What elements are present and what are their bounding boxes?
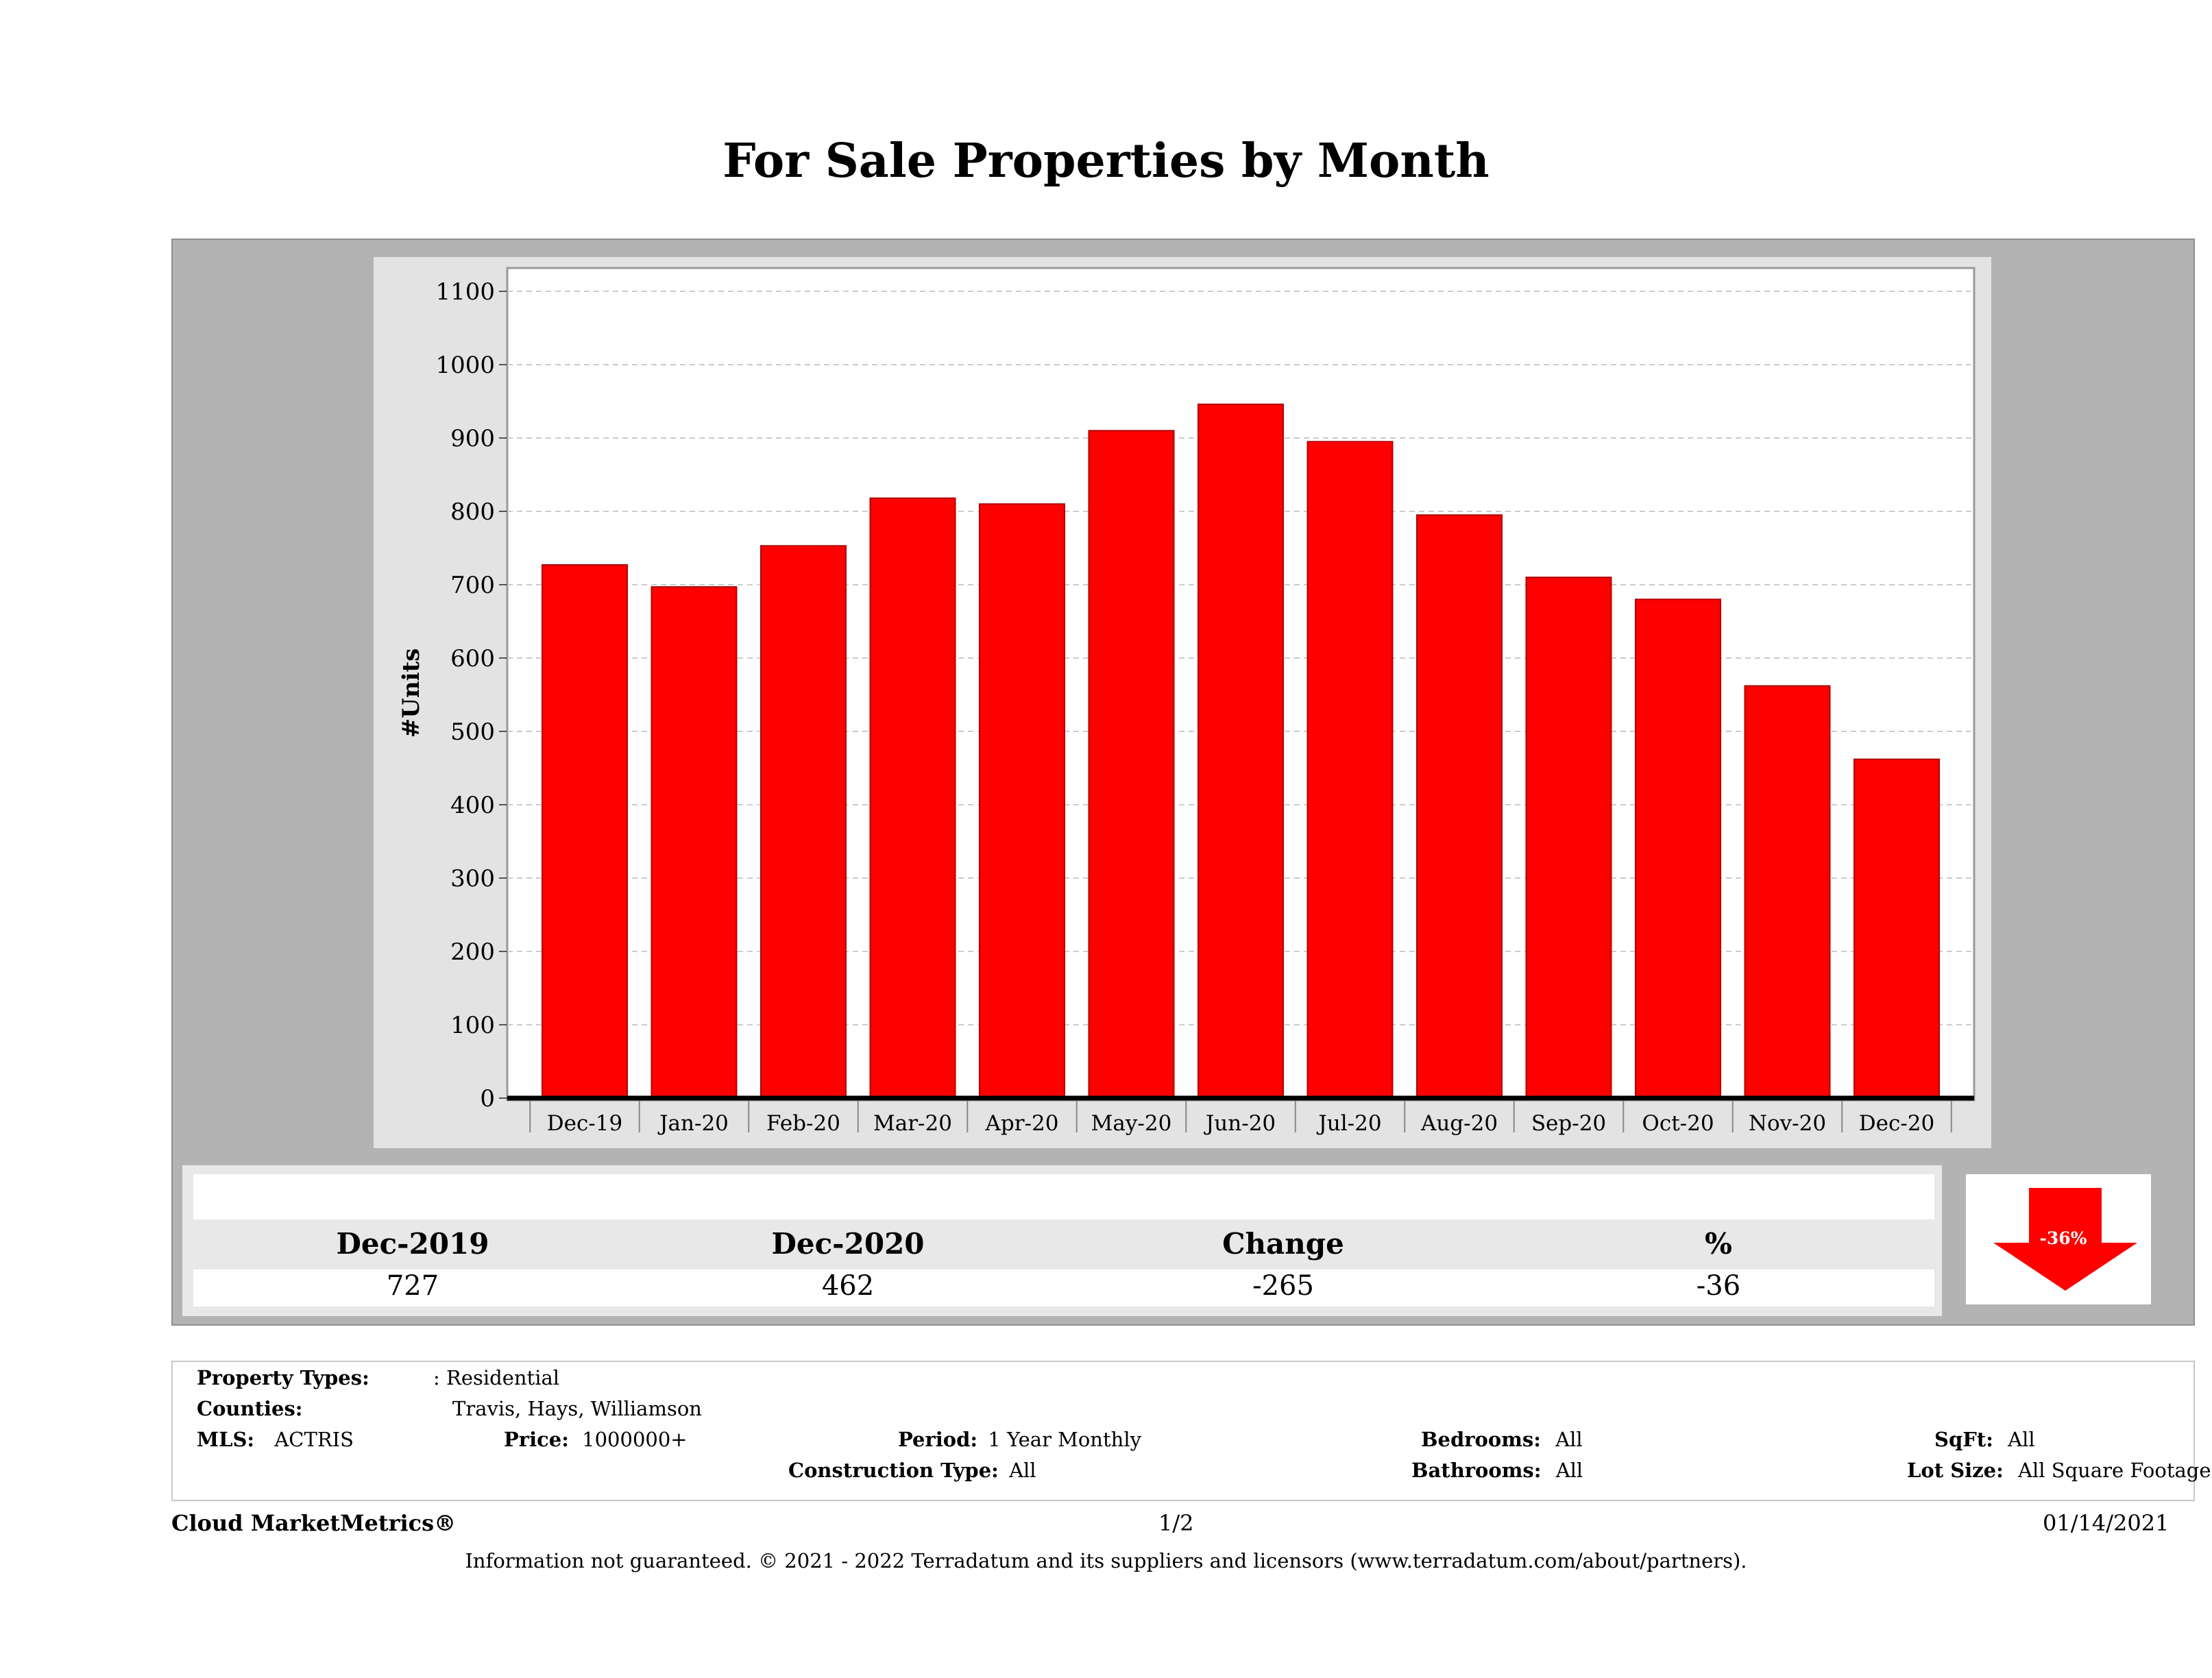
y-tick-label: 200 [450, 938, 495, 966]
summary-value-change: -265 [1252, 1270, 1314, 1302]
criteria-panel [171, 1361, 2195, 1501]
bar [1088, 430, 1175, 1099]
lot-size-value: All Square Footage [2018, 1459, 2211, 1482]
bar-chart: 0 100 200 300 400 500 600 700 800 900 1000 1100 Dec… [374, 257, 1991, 1148]
bars [542, 403, 1940, 1099]
summary-value-start: 727 [386, 1270, 439, 1302]
x-tick-label: Feb-20 [766, 1111, 840, 1136]
bar [979, 503, 1065, 1099]
bedrooms-label: Bedrooms: [1421, 1428, 1541, 1451]
x-tick-label: Mar-20 [873, 1111, 952, 1136]
bathrooms-label: Bathrooms: [1411, 1459, 1542, 1482]
bar [1198, 403, 1284, 1099]
x-tick-label: Sep-20 [1531, 1111, 1606, 1136]
change-badge: -36% [2039, 1228, 2087, 1248]
y-tick-label: 1100 [435, 278, 495, 306]
summary-header-end: Dec-2020 [771, 1227, 925, 1261]
y-tick-label: 1000 [435, 352, 495, 379]
construction-value: All [1009, 1459, 1036, 1482]
bar [651, 586, 738, 1099]
y-tick-label: 300 [450, 865, 495, 892]
period-value: 1 Year Monthly [988, 1428, 1141, 1451]
bar [1854, 758, 1940, 1099]
price-label: Price: [504, 1428, 569, 1451]
property-types-value: : Residential [433, 1366, 560, 1389]
criteria-property-types: Property Types: [197, 1366, 369, 1389]
x-tick-label: Jul-20 [1316, 1111, 1381, 1136]
bar [869, 497, 956, 1099]
mls-value: ACTRIS [274, 1428, 354, 1451]
bar [1635, 598, 1721, 1099]
x-tick-label: May-20 [1091, 1111, 1172, 1136]
x-tick-label: Jun-20 [1204, 1111, 1276, 1136]
criteria-counties: Counties: [197, 1397, 303, 1420]
summary-header-percent: % [1705, 1227, 1732, 1261]
x-tick-label: Apr-20 [985, 1111, 1059, 1136]
lot-size-label: Lot Size: [1907, 1459, 2004, 1482]
chart-title: For Sale Properties by Month [722, 134, 1490, 189]
summary-values-row [193, 1269, 1934, 1306]
y-tick-label: 400 [450, 792, 495, 819]
x-tick-label: Dec-20 [1859, 1111, 1934, 1136]
criteria-bathrooms: Bathrooms: All [1411, 1459, 1583, 1482]
criteria-construction: Construction Type: All [788, 1459, 1036, 1482]
bar [1525, 576, 1612, 1099]
construction-label: Construction Type: [788, 1459, 999, 1482]
sqft-label: SqFt: [1934, 1428, 1993, 1451]
price-value: 1000000+ [582, 1428, 688, 1451]
summary-header-change: Change [1222, 1227, 1344, 1261]
y-axis-label: #Units [398, 648, 425, 738]
y-tick-label: 500 [450, 718, 495, 746]
footer-disclaimer: Information not guaranteed. © 2021 - 202… [465, 1549, 1747, 1572]
y-tick-label: 100 [450, 1012, 495, 1039]
property-types-label: Property Types: [197, 1366, 369, 1389]
footer-brand: Cloud MarketMetrics® [171, 1510, 457, 1536]
criteria-period: Period: 1 Year Monthly [898, 1428, 1141, 1451]
criteria-mls: MLS: ACTRIS [197, 1428, 354, 1451]
period-label: Period: [898, 1428, 978, 1451]
summary-spacer [193, 1174, 1934, 1219]
x-tick-label: Oct-20 [1642, 1111, 1714, 1136]
x-tick-label: Aug-20 [1420, 1111, 1498, 1136]
y-axis: 0 100 200 300 400 500 600 700 800 900 1000 1100 [435, 278, 507, 1112]
y-tick-label: 900 [450, 425, 495, 452]
footer-date: 01/14/2021 [2043, 1510, 2170, 1536]
bathrooms-value: All [1555, 1459, 1583, 1482]
mls-label: MLS: [197, 1428, 255, 1451]
arrow-down-icon [1993, 1188, 2137, 1291]
criteria-price: Price: 1000000+ [504, 1428, 688, 1451]
criteria-lot-size: Lot Size: All Square Footage [1907, 1459, 2211, 1482]
change-indicator [1966, 1174, 2151, 1304]
bar [760, 545, 847, 1099]
bar [1744, 685, 1831, 1099]
y-tick-label: 800 [450, 498, 495, 526]
bedrooms-value: All [1555, 1428, 1583, 1451]
counties-value: Travis, Hays, Williamson [452, 1397, 702, 1420]
x-tick-label: Jan-20 [657, 1111, 729, 1136]
bar [1416, 514, 1503, 1099]
x-tick-label: Nov-20 [1749, 1111, 1826, 1136]
y-tick-label: 600 [450, 645, 495, 672]
summary-value-percent: -36 [1696, 1270, 1741, 1302]
footer-page-number: 1/2 [1158, 1510, 1194, 1536]
y-tick-label: 0 [480, 1085, 495, 1112]
bar [1306, 441, 1394, 1099]
x-tick-label: Dec-19 [547, 1111, 622, 1136]
x-axis: Dec-19 Jan-20 Feb-20 Mar-20 Apr-20 May-20 Jun-… [507, 1095, 1974, 1136]
bar [542, 564, 628, 1099]
summary-header-start: Dec-2019 [336, 1227, 489, 1261]
summary-value-end: 462 [821, 1270, 875, 1302]
y-tick-label: 700 [450, 572, 495, 599]
criteria-bedrooms: Bedrooms: All [1421, 1428, 1583, 1451]
criteria-sqft: SqFt: All [1934, 1428, 2035, 1451]
counties-label: Counties: [197, 1397, 303, 1420]
sqft-value: All [2008, 1428, 2035, 1451]
